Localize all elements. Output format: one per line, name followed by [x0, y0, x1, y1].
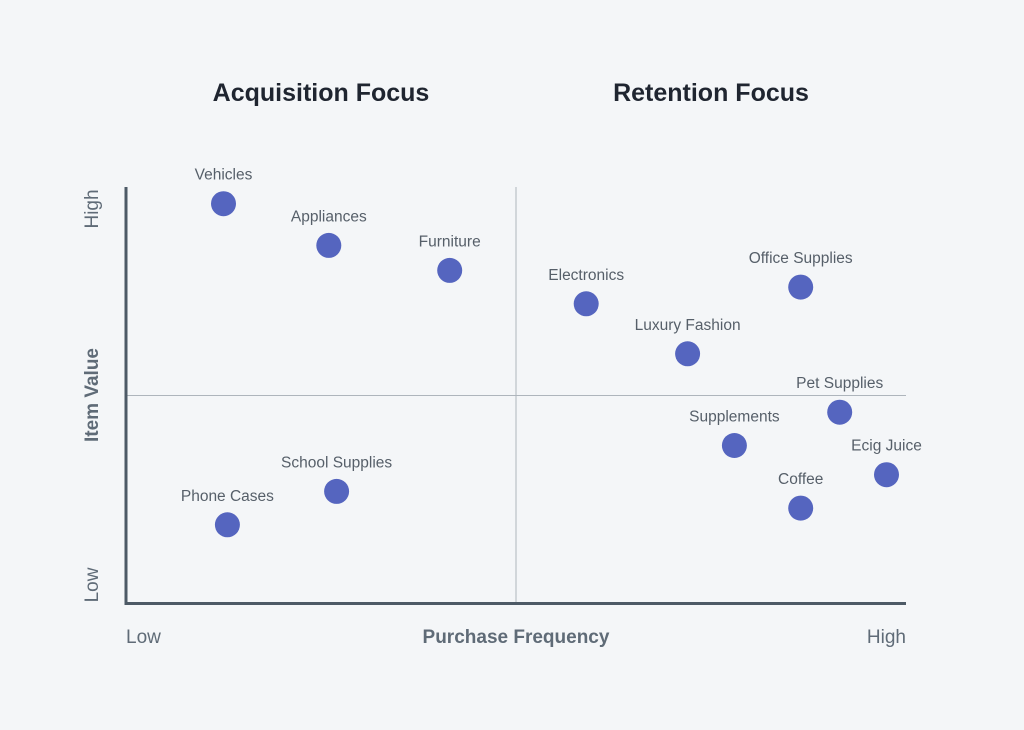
data-points: [211, 191, 899, 538]
y-axis-low-label: Low: [82, 567, 103, 602]
y-axis-title: Item Value: [82, 348, 103, 442]
data-point-electronics: [573, 291, 599, 317]
y-axis-high-label: High: [82, 189, 103, 228]
x-axis-low-label: Low: [126, 627, 161, 648]
data-label-luxury-fashion: Luxury Fashion: [635, 317, 741, 334]
data-point-furniture: [437, 257, 463, 283]
data-point-supplements: [721, 433, 747, 458]
data-point-appliances: [316, 232, 342, 258]
data-label-electronics: Electronics: [548, 267, 624, 284]
x-axis-high-label: High: [867, 627, 906, 648]
data-point-ecig-juice: [874, 462, 899, 488]
data-point-coffee: [788, 495, 814, 521]
data-point-school-supplies: [324, 478, 350, 504]
data-labels: Vehicles Appliances Furniture Electronics Of…: [181, 167, 922, 505]
data-point-office-supplies: [788, 274, 814, 300]
acquisition-focus-heading: Acquisition Focus: [213, 79, 430, 107]
retention-focus-heading: Retention Focus: [613, 79, 809, 107]
data-label-coffee: Coffee: [778, 471, 823, 488]
data-point-vehicles: [211, 191, 236, 217]
x-axis-title: Purchase Frequency: [423, 627, 610, 648]
data-point-pet-supplies: [827, 399, 853, 425]
data-label-school-supplies: School Supplies: [281, 454, 392, 471]
data-point-phone-cases: [214, 512, 240, 538]
data-label-vehicles: Vehicles: [195, 167, 253, 184]
data-point-luxury-fashion: [675, 341, 701, 367]
data-label-office-supplies: Office Supplies: [749, 250, 853, 267]
data-label-phone-cases: Phone Cases: [181, 488, 274, 505]
data-label-supplements: Supplements: [689, 409, 780, 426]
data-label-pet-supplies: Pet Supplies: [796, 375, 883, 392]
data-label-ecig-juice: Ecig Juice: [851, 438, 922, 455]
data-label-furniture: Furniture: [419, 233, 481, 250]
data-label-appliances: Appliances: [291, 208, 367, 225]
